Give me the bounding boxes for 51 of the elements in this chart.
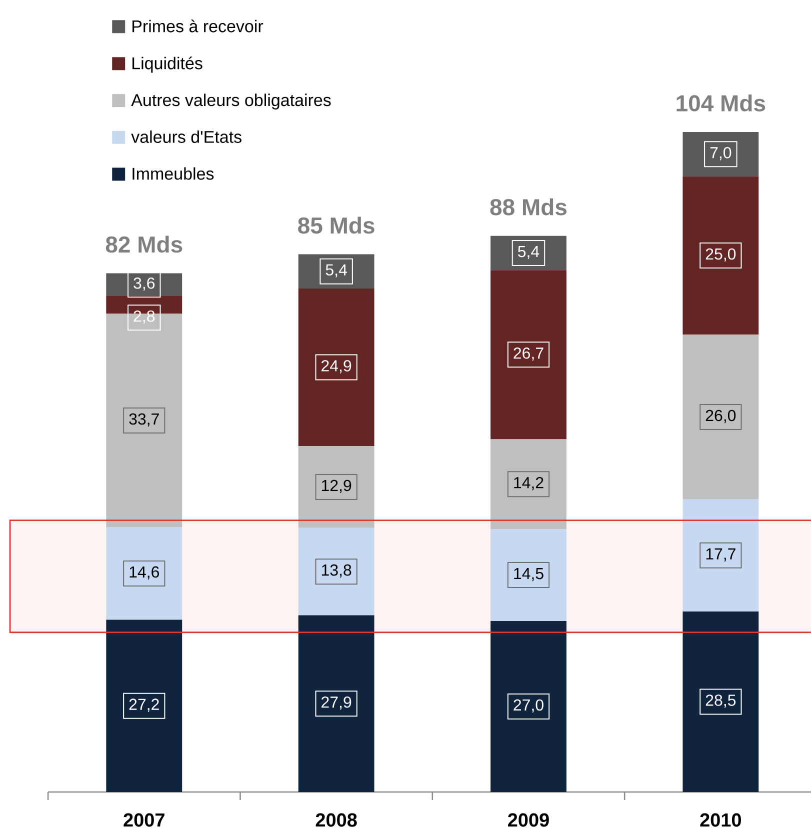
data-label: 17,7	[706, 548, 736, 562]
legend-label: Immeubles	[132, 167, 214, 180]
data-label: 3,6	[134, 277, 155, 291]
bar	[682, 132, 759, 176]
bar	[298, 528, 374, 616]
bar	[490, 439, 566, 530]
bar	[490, 529, 566, 621]
bar	[298, 615, 374, 792]
data-label: 7,0	[710, 147, 732, 160]
data-label: 5,4	[326, 264, 347, 278]
data-label: 27,9	[322, 696, 352, 710]
x-tick-label: 2008	[316, 813, 357, 827]
legend-label: Liquidités	[132, 56, 202, 73]
total-label: 82 Mds	[106, 236, 182, 253]
total-label: 85 Mds	[298, 216, 374, 234]
bar	[106, 620, 182, 792]
x-tick-label: 2010	[700, 813, 742, 827]
data-label: 28,5	[706, 694, 736, 708]
data-label: 14,6	[130, 566, 159, 580]
bar	[298, 288, 374, 446]
data-label: 27,0	[514, 699, 544, 713]
x-tick-label: 2009	[508, 813, 549, 827]
x-tick-label: 2007	[124, 813, 164, 827]
bar	[682, 176, 759, 335]
bar	[106, 527, 182, 620]
data-label: 27,2	[129, 698, 159, 712]
bar	[298, 446, 374, 528]
bar	[490, 270, 566, 440]
data-label: 24,9	[322, 360, 352, 374]
data-label: 14,5	[514, 568, 544, 582]
data-label: 14,2	[514, 476, 544, 490]
data-label: 26,7	[514, 347, 544, 361]
bar	[106, 273, 182, 296]
data-label: 12,9	[322, 480, 352, 494]
data-label: 25,0	[706, 248, 736, 262]
data-label: 2,8	[134, 310, 155, 324]
legend-label: Autres valeurs obligataires	[131, 94, 331, 110]
legend-label: Primes à recevoir	[132, 20, 264, 32]
bar	[682, 611, 759, 792]
bar	[490, 620, 566, 792]
bar	[682, 334, 759, 500]
bar	[298, 254, 374, 288]
data-label: 5,4	[518, 246, 540, 260]
data-label: 33,7	[129, 413, 159, 427]
data-label: 13,8	[322, 564, 352, 578]
total-label: 104 Mds	[676, 94, 766, 112]
bar	[682, 499, 759, 612]
bar	[490, 236, 566, 270]
total-label: 88 Mds	[490, 198, 567, 216]
legend-label: valeurs d'Etats	[131, 130, 242, 143]
data-label: 26,0	[706, 410, 736, 424]
